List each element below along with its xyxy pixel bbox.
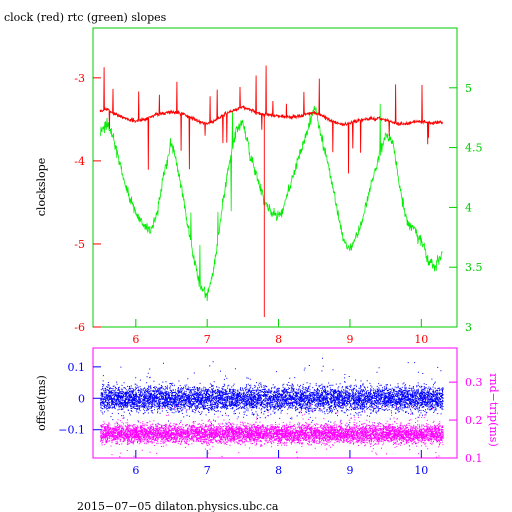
- chart-title: clock (red) rtc (green) slopes: [4, 11, 167, 24]
- x-tick-label: 10: [414, 333, 428, 346]
- bottom-right-axis: 0.1 0.2 0.3: [449, 376, 483, 465]
- bottom-y-tick-label: 0.1: [68, 361, 86, 374]
- bottom-x-tick-label: 7: [204, 464, 211, 477]
- bottom-plot-frame: [92, 347, 458, 459]
- x-tick-label: 6: [132, 333, 139, 346]
- bottom-left-axis: −0.1 0 0.1: [58, 361, 101, 437]
- top-plot-frame: [92, 27, 458, 328]
- top-series-group: [99, 65, 443, 317]
- top-x-axis: 6 7 8 9 10: [132, 319, 428, 346]
- bottom-y-axis-label: offset(ms): [35, 375, 48, 431]
- offset-points: [100, 357, 444, 437]
- top-plot: -6 -5 -4 -3 3 3.5 4 4.5 5 6 7 8 9 10 clockslope: [35, 27, 483, 346]
- bottom-x-tick-label: 8: [275, 464, 282, 477]
- bottom-x-tick-label: 9: [346, 464, 353, 477]
- y-tick-label: -5: [74, 238, 85, 251]
- x-tick-label: 7: [204, 333, 211, 346]
- footer-text: 2015−07−05 dilaton.physics.ubc.ca: [77, 500, 279, 512]
- top-left-axis: -6 -5 -4 -3: [74, 72, 101, 334]
- y2-tick-label: 5: [465, 82, 472, 95]
- y2-tick-label: 3.5: [465, 261, 483, 274]
- bottom-plot: −0.1 0 0.1 0.1 0.2 0.3 6 7 8 9 10 offset(ms) rnd…: [35, 347, 500, 477]
- y-tick-label: -3: [74, 72, 85, 85]
- bottom-x-axis: 6 7 8 9 10: [132, 450, 428, 477]
- y-tick-label: -4: [74, 155, 85, 168]
- top-y-axis-label: clockslope: [35, 158, 48, 216]
- y2-tick-label: 3: [465, 321, 472, 334]
- bottom-y-tick-label: −0.1: [58, 424, 85, 437]
- bottom-x-tick-label: 6: [132, 464, 139, 477]
- x-tick-label: 9: [346, 333, 353, 346]
- bottom-y-tick-label: 0: [78, 392, 85, 405]
- top-right-axis: 3 3.5 4 4.5 5: [449, 82, 483, 334]
- y-tick-label: -6: [74, 321, 85, 334]
- bottom-x-tick-label: 10: [414, 464, 428, 477]
- rtc-slope-line: [99, 103, 443, 302]
- bottom-series-group: [100, 357, 444, 458]
- x-tick-label: 8: [275, 333, 282, 346]
- bottom-y2-tick-label: 0.2: [465, 414, 483, 427]
- bottom-y2-axis-label: rnd−trip(ms): [487, 373, 500, 447]
- bottom-y2-tick-label: 0.3: [465, 376, 483, 389]
- clock-slope-line: [99, 65, 443, 174]
- y2-tick-label: 4.5: [465, 142, 483, 155]
- round-trip-points: [100, 398, 444, 458]
- y2-tick-label: 4: [465, 201, 472, 214]
- bottom-y2-tick-label: 0.1: [465, 452, 483, 465]
